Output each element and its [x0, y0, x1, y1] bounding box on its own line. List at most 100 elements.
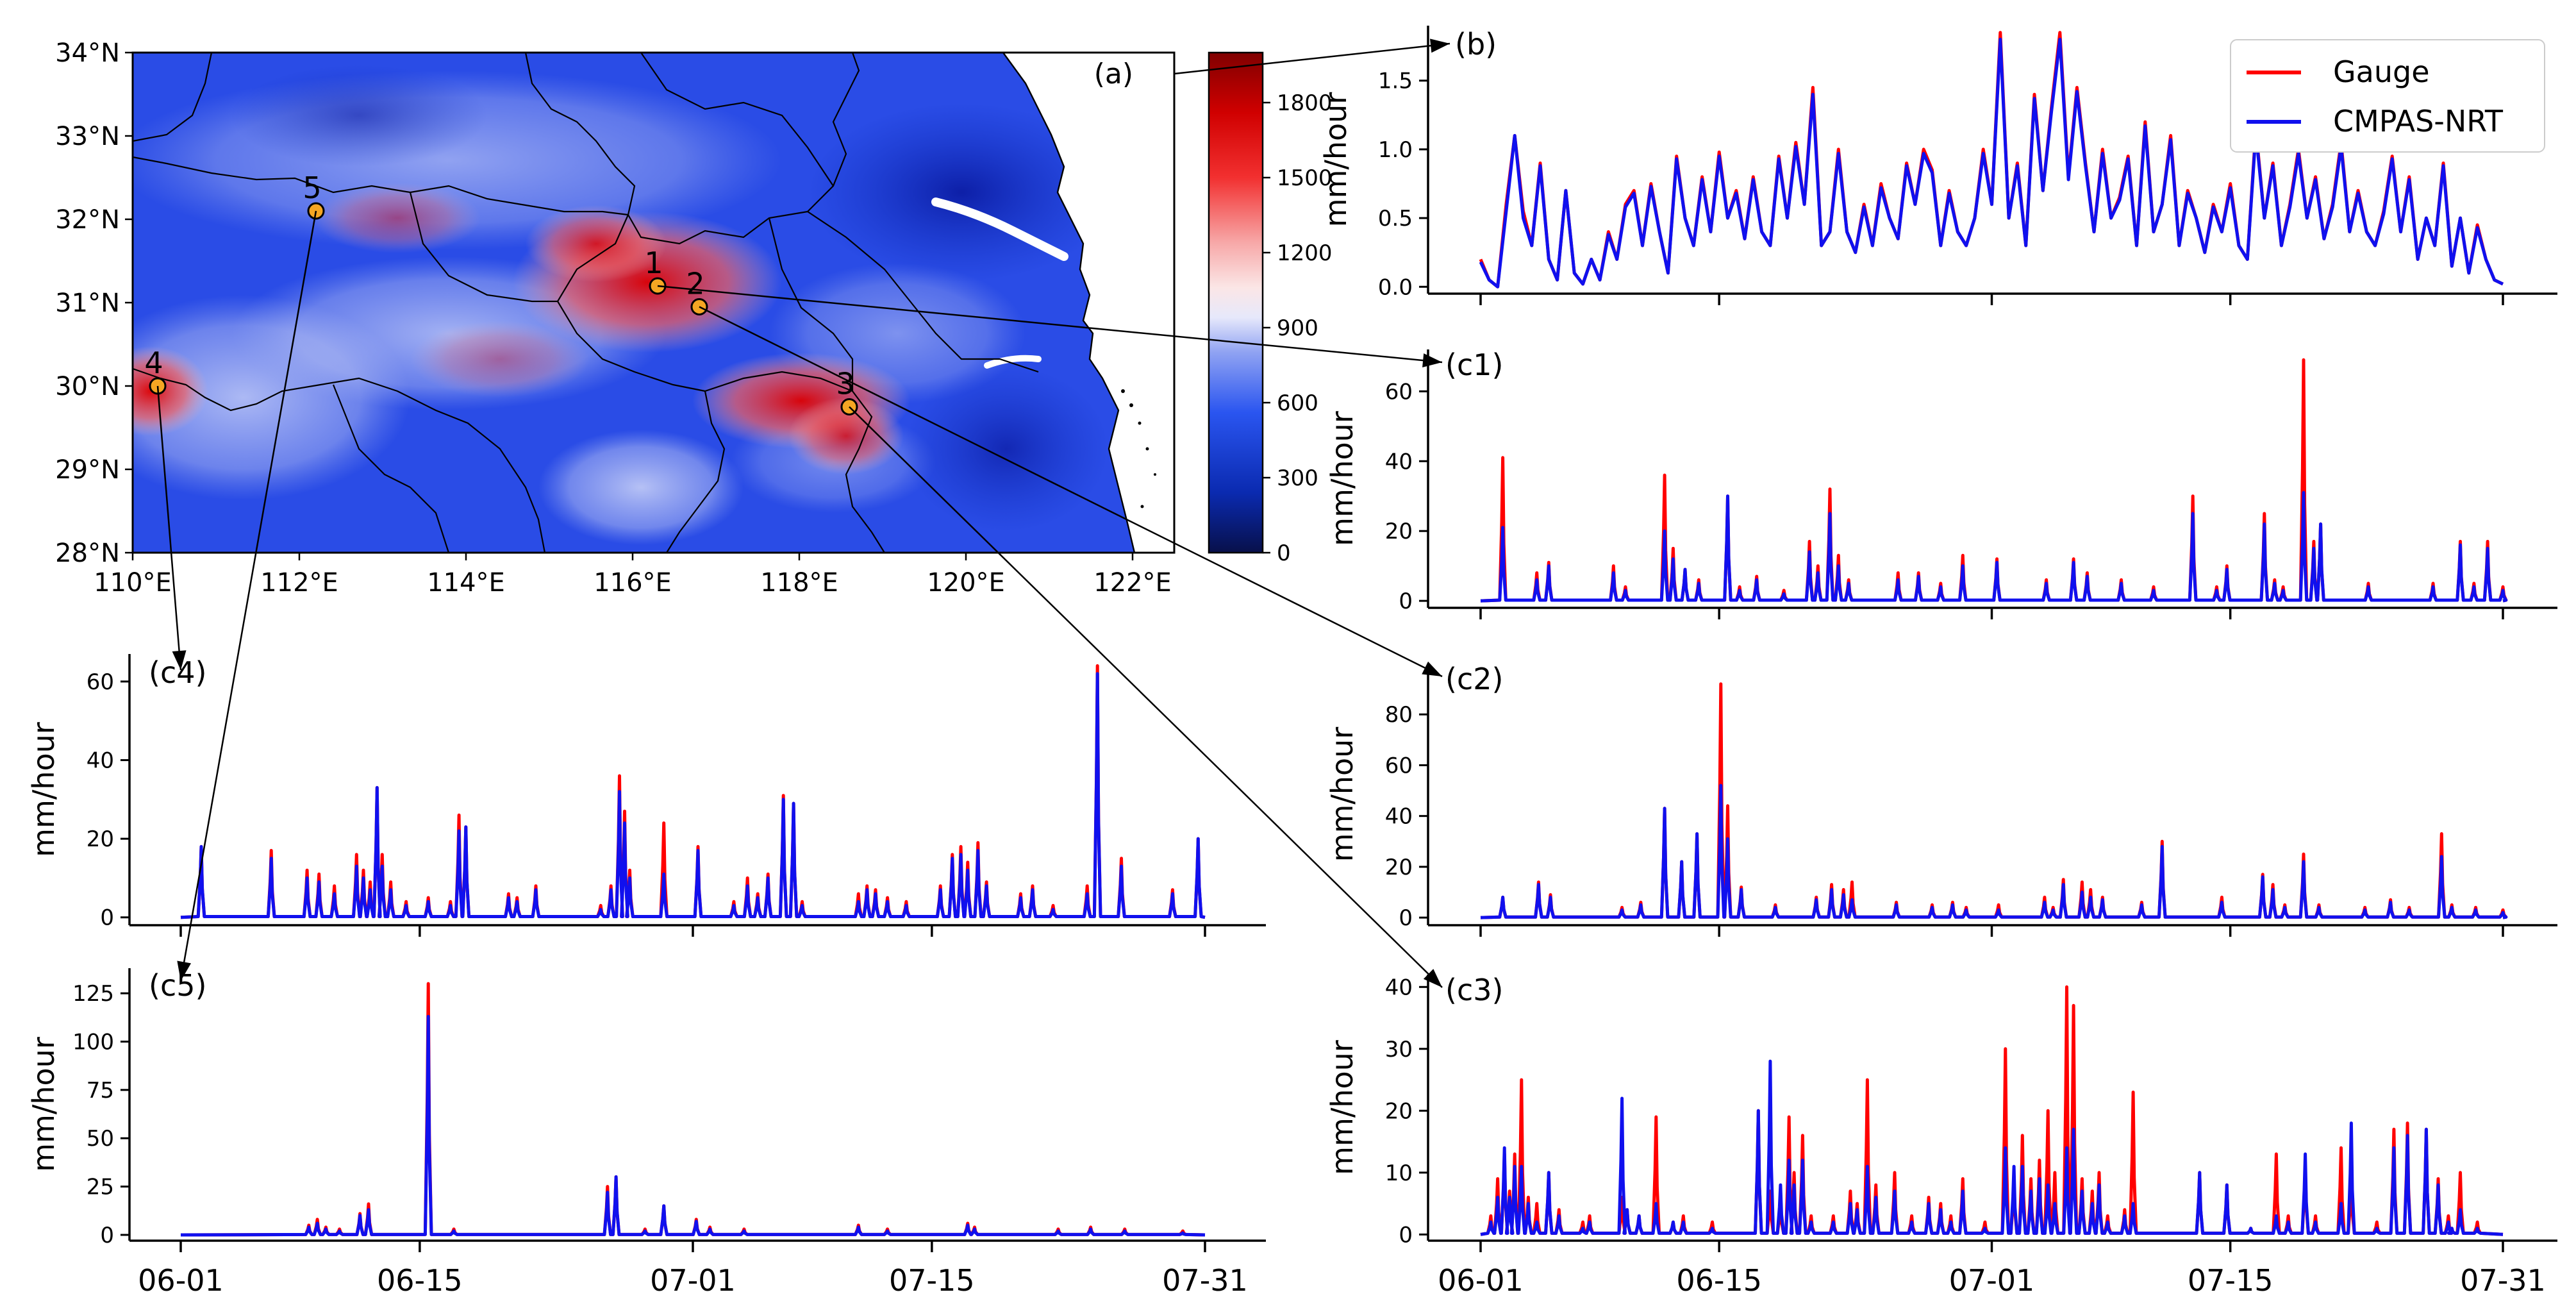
y-tick-label: 20 [1385, 1098, 1413, 1124]
y-tick-label: 50 [87, 1126, 114, 1152]
panel-c1: 0 20 40 60 mm/hour (c1) [1325, 348, 2557, 619]
map-panel: (a) 110°E 112°E 114°E 116°E 118°E 120°E 122°E 2… [55, 38, 1176, 598]
map-lat-tick-label: 33°N [55, 122, 120, 151]
connector-arrowhead [1422, 353, 1442, 368]
colorbar-tick-label: 600 [1277, 390, 1318, 416]
panel-b: 0.0 0.5 1.0 1.5 mm/hour (b) [1318, 26, 2557, 305]
y-tick-label: 0 [100, 1223, 114, 1248]
panel-label-c3: (c3) [1445, 973, 1503, 1007]
map-lon-tick-label: 118°E [760, 568, 838, 598]
station-label: 5 [303, 171, 321, 205]
connector-line [179, 210, 317, 982]
colorbar-tick-label: 1800 [1277, 90, 1333, 116]
legend-cmpas-label: CMPAS-NRT [2333, 104, 2504, 138]
panel-c3: 0 10 20 30 40 06-01 06-15 07-01 07-15 07-31 mm/hou… [1325, 973, 2557, 1298]
connector-arrowhead [177, 960, 192, 981]
map-axes: 110°E 112°E 114°E 116°E 118°E 120°E 122°E 28°N 2… [55, 38, 1172, 598]
y-tick-label: 1.5 [1378, 69, 1413, 94]
connector-line [657, 285, 1443, 364]
x-tick-label: 07-31 [2460, 1263, 2546, 1298]
x-tick-label: 07-15 [2188, 1263, 2273, 1298]
y-tick-label: 60 [87, 669, 114, 695]
panel-label-a: (a) [1094, 58, 1133, 90]
cmpas-series-line [1479, 37, 2504, 289]
y-tick-label: 60 [1385, 753, 1413, 778]
connector-arrowhead [1423, 969, 1442, 987]
colorbar-tick-label: 1500 [1277, 165, 1333, 191]
y-tick-label: 25 [87, 1175, 114, 1200]
station-label: 1 [644, 246, 663, 280]
y-tick-label: 40 [1385, 804, 1413, 830]
y-tick-label: 0 [1399, 905, 1413, 931]
province-boundaries [133, 53, 1039, 553]
panel-c2: 0 20 40 60 80 mm/hour (c2) [1325, 662, 2557, 937]
panel-label-c1: (c1) [1445, 348, 1503, 382]
cmpas-series-line [1480, 784, 2508, 919]
map-lat-tick-label: 28°N [55, 539, 120, 568]
station-label: 3 [836, 367, 854, 401]
connector-arrowhead [1429, 38, 1450, 53]
panel-c5: 0 25 50 75 100 125 06-01 06-15 07-01 07-15 07-31 mm… [26, 968, 1266, 1298]
y-tick-label: 20 [1385, 519, 1413, 544]
y-tick-label: 0.0 [1378, 274, 1413, 300]
station-label: 2 [686, 267, 704, 301]
cmpas-series-line [180, 672, 1206, 919]
x-tick-label: 07-15 [889, 1263, 975, 1298]
x-tick-label: 06-01 [138, 1263, 224, 1298]
cmpas-series-line [1480, 491, 2508, 603]
islands [1121, 389, 1156, 508]
y-tick-label: 75 [87, 1078, 114, 1103]
map-lon-tick-label: 120°E [927, 568, 1005, 598]
map-lon-tick-label: 110°E [94, 568, 172, 598]
y-tick-label: 0.5 [1378, 206, 1413, 231]
panel-label-b: (b) [1455, 27, 1497, 62]
connector-arrowhead [172, 650, 187, 670]
map-lat-tick-label: 32°N [55, 205, 120, 235]
y-axis-label: mm/hour [26, 722, 61, 857]
map-lon-tick-label: 116°E [594, 568, 672, 598]
y-tick-label: 80 [1385, 702, 1413, 728]
y-tick-label: 0 [1399, 1222, 1413, 1248]
colorbar: 0 300 600 900 1200 1500 1800 [1208, 51, 1333, 566]
x-tick-label: 06-15 [377, 1263, 463, 1298]
map-lat-tick-label: 34°N [55, 38, 120, 68]
y-axis-label: mm/hour [1318, 92, 1353, 228]
y-tick-label: 40 [1385, 975, 1413, 1000]
x-tick-label: 06-15 [1676, 1263, 1762, 1298]
map-stations: 12 3 4 5 [144, 171, 858, 415]
gauge-series-line [180, 982, 1206, 1237]
x-tick-label: 06-01 [1438, 1263, 1524, 1298]
x-tick-label: 07-31 [1162, 1263, 1248, 1298]
connector-arrowhead [1422, 661, 1442, 676]
colorbar-tick-label: 900 [1277, 315, 1318, 341]
colorbar-tick-label: 1200 [1277, 240, 1333, 266]
connector-line [699, 306, 1443, 678]
y-tick-label: 30 [1385, 1037, 1413, 1062]
y-tick-label: 0 [1399, 589, 1413, 614]
y-axis-label: mm/hour [1325, 1040, 1359, 1175]
y-tick-label: 100 [72, 1030, 114, 1055]
station-label: 4 [144, 346, 163, 380]
y-tick-label: 10 [1385, 1161, 1413, 1186]
y-axis-label: mm/hour [1325, 411, 1359, 546]
map-lon-tick-label: 112°E [260, 568, 338, 598]
legend: Gauge CMPAS-NRT [2230, 39, 2545, 153]
legend-gauge-label: Gauge [2333, 55, 2430, 89]
colorbar-ticks: 0 300 600 900 1200 1500 1800 [1263, 90, 1333, 566]
colorbar-bar [1208, 51, 1264, 554]
panel-label-c5: (c5) [149, 968, 206, 1003]
y-tick-label: 20 [1385, 855, 1413, 880]
y-tick-label: 60 [1385, 379, 1413, 405]
connector-line [156, 385, 182, 671]
y-tick-label: 20 [87, 826, 114, 852]
map-lat-tick-label: 30°N [55, 372, 120, 401]
y-tick-label: 0 [100, 905, 114, 931]
map-lon-tick-label: 122°E [1093, 568, 1172, 598]
map-lon-tick-label: 114°E [427, 568, 505, 598]
legend-box [2230, 39, 2545, 153]
cmpas-series-line [1480, 1059, 2504, 1236]
y-tick-label: 40 [87, 748, 114, 774]
map-lat-tick-label: 31°N [55, 289, 120, 318]
gauge-series-line [1480, 682, 2508, 919]
